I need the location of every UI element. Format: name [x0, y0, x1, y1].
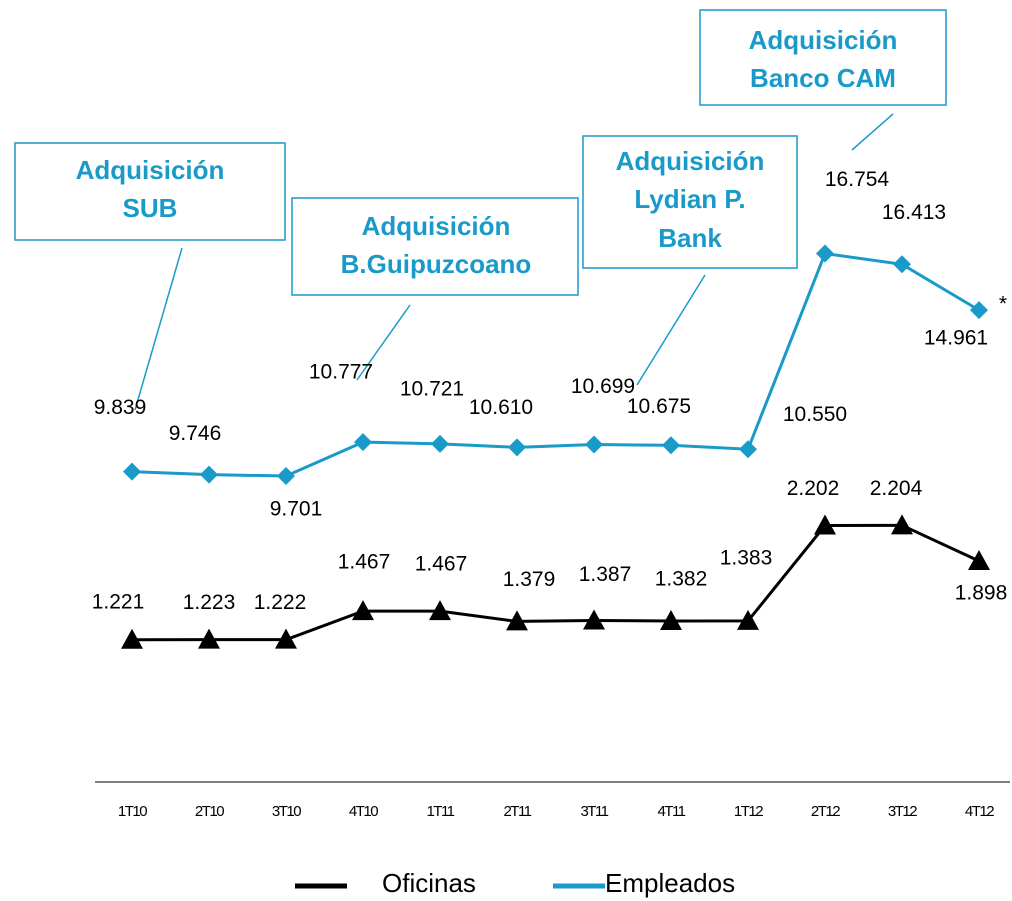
marker — [660, 610, 682, 631]
data-label: 16.413 — [882, 201, 946, 224]
data-label: 10.675 — [627, 395, 691, 418]
x-tick-label: 4T11 — [657, 803, 685, 820]
annotation-box — [291, 197, 579, 296]
data-label: 1.221 — [92, 590, 145, 613]
marker — [277, 467, 295, 486]
x-tick-label: 1T11 — [426, 803, 454, 820]
data-label: 16.754 — [825, 168, 890, 191]
marker — [506, 610, 528, 631]
marker — [662, 436, 680, 455]
series-line — [131, 251, 980, 478]
marker — [352, 600, 374, 621]
data-label: 1.898 — [955, 582, 1008, 605]
marker — [123, 462, 141, 481]
annotation-leader — [134, 247, 183, 411]
marker — [968, 549, 990, 570]
data-label: 9.839 — [94, 396, 147, 419]
data-label: 10.777 — [309, 361, 373, 384]
data-label: 10.699 — [571, 375, 635, 398]
annotation-text: B.Guipuzcoano — [341, 249, 532, 279]
annotation-text: Banco CAM — [750, 63, 896, 93]
annotation-text: Adquisición — [362, 211, 511, 241]
marker — [583, 609, 605, 630]
x-tick-label: 1T10 — [118, 803, 147, 820]
x-tick-label: 3T11 — [580, 803, 608, 820]
data-label: 9.701 — [270, 498, 323, 521]
marker — [970, 301, 988, 320]
x-tick-label: 2T10 — [195, 803, 224, 820]
data-label: 1.467 — [338, 551, 391, 574]
marker — [508, 438, 526, 457]
data-label: 10.721 — [400, 377, 464, 400]
annotation-leader — [636, 274, 706, 386]
legend-label: Oficinas — [382, 868, 476, 898]
annotation-text: Adquisición — [76, 155, 225, 185]
annotation-text: Adquisición — [616, 146, 765, 176]
legend-label: Empleados — [605, 868, 735, 898]
series-line — [131, 523, 980, 642]
data-label: 1.467 — [415, 553, 468, 576]
data-label: 2.204 — [870, 477, 923, 500]
marker — [893, 255, 911, 274]
x-tick-label: 2T11 — [503, 803, 531, 820]
marker — [121, 628, 143, 649]
marker — [431, 434, 449, 453]
marker — [200, 465, 218, 484]
data-label: 1.383 — [720, 546, 773, 569]
marker — [816, 244, 834, 263]
marker — [891, 514, 913, 535]
data-label: 1.379 — [503, 568, 556, 591]
x-tick-label: 4T12 — [965, 803, 994, 820]
x-tick-label: 3T12 — [888, 803, 917, 820]
data-label: 1.222 — [254, 591, 307, 614]
x-tick-label: 2T12 — [811, 803, 840, 820]
x-tick-label: 1T12 — [734, 803, 763, 820]
footnote-mark: * — [999, 293, 1007, 316]
data-label: 10.550 — [783, 403, 847, 426]
annotation-box — [699, 9, 947, 106]
x-tick-label: 4T10 — [349, 803, 378, 820]
annotation-box — [14, 142, 286, 241]
annotation-text: Adquisición — [749, 25, 898, 55]
annotation-text: Bank — [658, 223, 722, 253]
annotation-leader — [356, 304, 411, 381]
annotation-leader — [851, 113, 894, 151]
data-label: 1.387 — [579, 563, 632, 586]
marker — [737, 609, 759, 630]
marker — [275, 628, 297, 649]
data-label: 9.746 — [169, 422, 222, 445]
annotation-text: SUB — [123, 193, 178, 223]
marker — [739, 440, 757, 459]
x-tick-label: 3T10 — [272, 803, 301, 820]
data-label: 1.382 — [655, 568, 708, 591]
marker — [354, 433, 372, 452]
marker — [429, 600, 451, 621]
data-label: 1.223 — [183, 591, 236, 614]
data-label: 14.961 — [924, 327, 988, 350]
marker — [198, 628, 220, 649]
marker — [814, 514, 836, 535]
data-label: 10.610 — [469, 396, 533, 419]
marker — [585, 435, 603, 454]
data-label: 2.202 — [787, 477, 840, 500]
annotation-text: Lydian P. — [634, 184, 745, 214]
annotation-box — [582, 135, 798, 269]
